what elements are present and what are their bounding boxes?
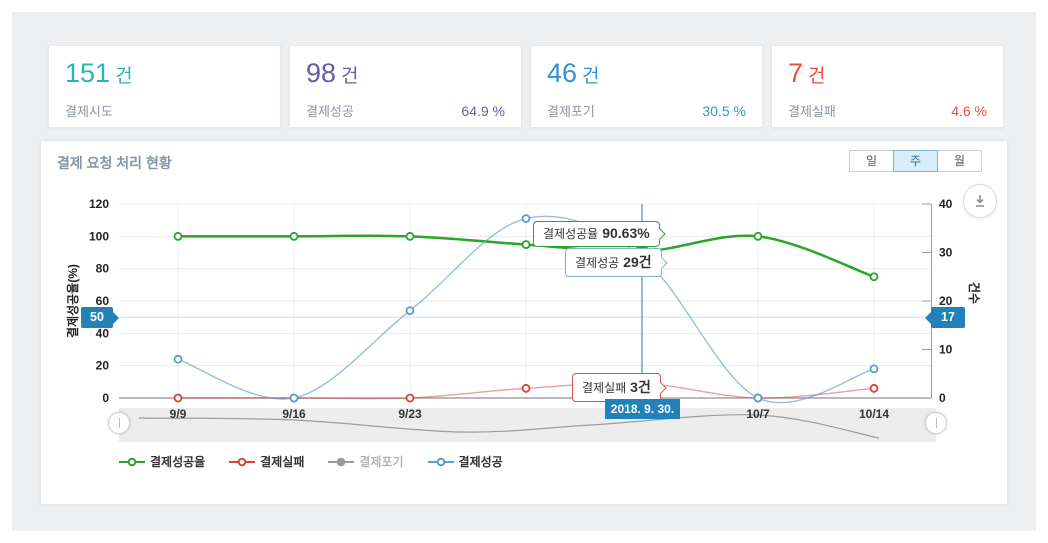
x-axis-tick: 10/14 [859,407,889,421]
left-axis-tick: 120 [89,197,109,211]
point-success-rate-2[interactable] [405,231,415,241]
download-icon [976,195,984,207]
legend-marker-abandon [328,457,355,466]
point-success-rate-5[interactable] [753,231,763,241]
panel-title: 결제 요청 처리 현황 [57,155,172,171]
legend-marker-fail [229,457,256,466]
point-success-rate-0[interactable] [173,231,183,241]
abandon-count: 46 [547,58,578,88]
point-success-rate-3[interactable] [521,240,531,249]
point-success-rate-1[interactable] [289,231,299,241]
point-fail-2[interactable] [405,393,415,403]
point-fail-0[interactable] [173,393,183,403]
stat-cards: 151 건 결제시도 98 건 결제성공 64.9 % 46 건 결제포기 30.5 % … [48,45,1004,128]
left-axis-tick: 60 [96,294,110,308]
range-toggle-group: 일 주 월 [849,150,982,172]
navigator-band[interactable] [119,408,936,442]
tooltip-success-value: 29건 [623,254,652,270]
right-axis-tick: 20 [939,294,953,308]
attempts-unit: 건 [115,66,133,87]
range-button-month[interactable]: 월 [937,150,982,172]
left-axis-tick: 100 [89,229,109,243]
tooltip-success-rate: 결제성공율 90.63% [533,221,660,247]
fail-percent: 4.6 % [951,103,987,119]
card-payment-attempts: 151 건 결제시도 [48,45,281,128]
x-axis-tick: 9/9 [170,407,187,421]
success-label: 결제성공 [306,104,354,119]
crosshair-left-value-tag: 50 [81,307,119,328]
legend-item-success-rate[interactable]: 결제성공율 [119,453,205,470]
left-axis-tick: 0 [102,391,109,405]
navigator-handle-left[interactable] [108,412,130,434]
legend-marker-success [427,457,454,466]
tooltip-fail: 결제실패 3건 [572,373,661,402]
point-success-6[interactable] [869,364,879,374]
right-axis-tick: 0 [939,391,946,405]
point-success-5[interactable] [753,393,763,403]
tooltip-success-label: 결제성공 [575,256,620,270]
left-axis-tick: 80 [96,262,110,276]
right-axis-tick: 10 [939,343,953,357]
point-fail-3[interactable] [521,383,531,393]
tooltip-success-rate-label: 결제성공율 [543,227,599,241]
tooltip-success-rate-value: 90.63% [602,225,650,241]
legend-item-success[interactable]: 결제성공 [427,453,503,470]
card-payment-abandon: 46 건 결제포기 30.5 % [530,45,763,128]
point-success-1[interactable] [289,393,299,403]
tooltip-fail-value: 3건 [630,379,651,395]
chart-panel: 결제 요청 처리 현황 일 주 월 0 20 40 60 80 100 120 0 10 20 30… [40,140,1008,505]
legend-label-success-rate: 결제성공율 [150,455,206,469]
tooltip-fail-label: 결제실패 [582,381,627,395]
point-success-0[interactable] [173,354,183,364]
right-axis-tick: 40 [939,197,953,211]
left-axis-tick: 40 [96,326,110,340]
point-fail-6[interactable] [869,383,879,393]
success-count: 98 [306,58,337,88]
legend-item-fail[interactable]: 결제실패 [229,453,304,470]
abandon-percent: 30.5 % [702,103,746,119]
tooltip-success: 결제성공 29건 [565,248,662,277]
left-axis-title: 결제성공율(%) [65,264,80,338]
attempts-label: 결제시도 [65,104,113,119]
right-axis-title: 건수 [967,282,982,304]
legend-label-success: 결제성공 [458,455,503,469]
point-success-2[interactable] [405,306,415,316]
navigator-overview-line [138,414,880,439]
legend-marker-success-rate [119,457,145,466]
x-axis-tick: 10/7 [746,407,770,421]
card-payment-success: 98 건 결제성공 64.9 % [289,45,522,128]
chart-legend: 결제성공율 결제실패 결제포기 결제성공 [119,453,503,470]
download-button[interactable] [963,184,997,218]
fail-count: 7 [788,58,804,88]
x-axis-tick: 9/16 [282,407,306,421]
fail-unit: 건 [808,66,826,87]
x-axis-tick: 9/23 [398,407,422,421]
point-success-rate-6[interactable] [869,272,879,282]
abandon-label: 결제포기 [547,104,595,119]
legend-label-fail: 결제실패 [260,455,305,469]
legend-label-abandon: 결제포기 [359,455,404,469]
legend-item-abandon[interactable]: 결제포기 [328,453,404,470]
range-button-week[interactable]: 주 [893,150,938,172]
left-axis-tick: 20 [96,359,110,373]
right-axis-tick: 30 [939,246,953,260]
abandon-unit: 건 [582,66,600,87]
navigator-handle-right[interactable] [925,412,947,434]
payment-chart-plot[interactable]: 0 20 40 60 80 100 120 0 10 20 30 40 결제성공율(%) 건수 9/9 9/1… [41,141,1009,451]
success-unit: 건 [341,66,359,87]
fail-label: 결제실패 [788,104,836,119]
crosshair-right-value-tag: 17 [925,307,965,328]
attempts-count: 151 [65,58,111,88]
success-percent: 64.9 % [461,103,505,119]
crosshair-date-tag: 2018. 9. 30. [605,399,680,419]
point-success-3[interactable] [521,214,531,223]
